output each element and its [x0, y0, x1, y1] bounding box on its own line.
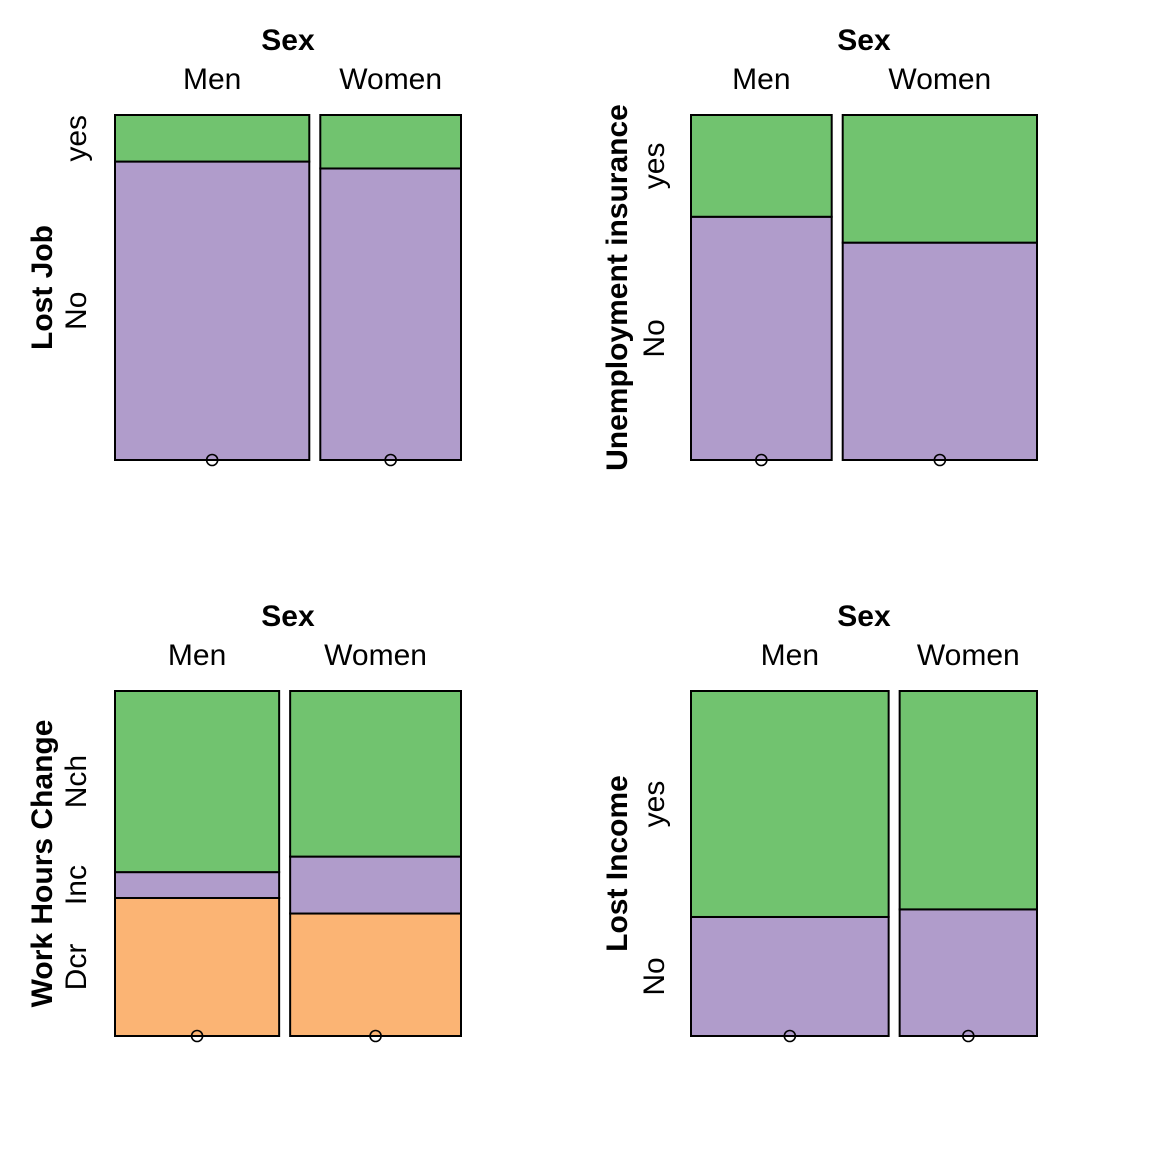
- mosaic-cell-women-yes: [841, 114, 1039, 244]
- mosaic-cell-women-yes: [898, 690, 1039, 911]
- category-label-women: Women: [917, 639, 1020, 672]
- column-marker: [384, 453, 397, 467]
- mosaic-panel-2: Sex Men Women Unemployment insurance No yes: [601, 24, 1039, 471]
- panel-title: Sex: [261, 600, 315, 633]
- mosaic-cell-men-yes: [690, 114, 833, 218]
- mosaic-panel-3: Sex Men Women Work Hours Change Dcr Inc Nch: [26, 600, 462, 1043]
- mosaic-cell-women-dcr: [289, 912, 462, 1038]
- mosaic-cell-women-no: [319, 167, 462, 461]
- column-marker: [783, 1029, 797, 1043]
- category-label-women: Women: [888, 63, 991, 96]
- category-label-men: Men: [168, 639, 226, 672]
- column-marker: [962, 1029, 975, 1043]
- mosaic-cell-women-no: [841, 241, 1039, 461]
- category-label-women: Women: [339, 63, 442, 96]
- level-label-no: No: [60, 292, 93, 330]
- panel-title: Sex: [261, 24, 315, 57]
- level-label-yes: yes: [638, 781, 671, 828]
- mosaic-cell-women-no: [898, 908, 1039, 1038]
- mosaic-cell-men-inc: [114, 871, 281, 899]
- y-axis-label: Work Hours Change: [26, 720, 59, 1008]
- panel-title: Sex: [837, 600, 891, 633]
- mosaic-cell-men-dcr: [114, 897, 281, 1037]
- level-label-no: No: [638, 319, 671, 357]
- level-label-yes: yes: [638, 143, 671, 190]
- mosaic-cell-men-nch: [114, 690, 281, 874]
- y-axis-label: Lost Income: [601, 775, 634, 952]
- mosaic-cell-men-yes: [690, 690, 890, 918]
- category-label-men: Men: [183, 63, 241, 96]
- mosaic-cell-men-no: [690, 215, 833, 461]
- mosaic-panel-1: Sex Men Women Lost Job No yes: [26, 24, 462, 467]
- mosaic-cell-women-nch: [289, 690, 462, 858]
- level-label-nch: Nch: [60, 755, 93, 808]
- mosaic-cell-men-no: [114, 160, 311, 461]
- mosaic-cell-women-yes: [319, 114, 462, 170]
- y-axis-label: Unemployment insurance: [601, 104, 634, 471]
- column-marker: [205, 453, 219, 467]
- category-label-women: Women: [324, 639, 427, 672]
- panel-title: Sex: [837, 24, 891, 57]
- mosaic-cell-men-no: [690, 915, 890, 1037]
- level-label-inc: Inc: [60, 865, 93, 905]
- column-marker: [190, 1029, 204, 1043]
- mosaic-cell-men-yes: [114, 114, 311, 163]
- column-marker: [369, 1029, 382, 1043]
- mosaic-cell-women-inc: [289, 855, 462, 915]
- y-axis-label: Lost Job: [26, 225, 59, 350]
- category-label-men: Men: [732, 63, 790, 96]
- level-label-yes: yes: [60, 115, 93, 162]
- category-label-men: Men: [761, 639, 819, 672]
- column-marker: [933, 453, 947, 467]
- column-marker: [755, 453, 768, 467]
- level-label-no: No: [638, 957, 671, 995]
- level-label-dcr: Dcr: [60, 944, 93, 991]
